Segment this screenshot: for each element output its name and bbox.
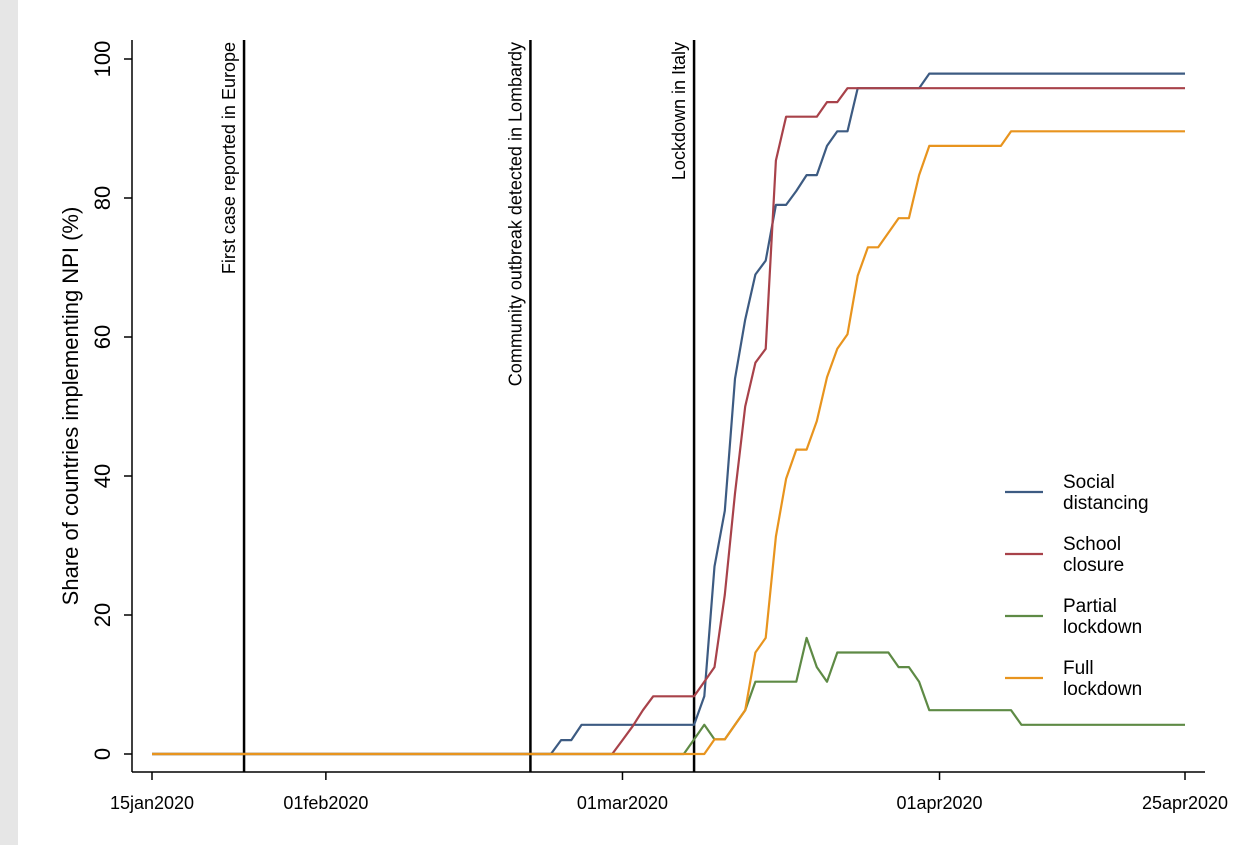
x-axis-ticks: 15jan2020 01feb2020 01mar2020 01apr2020 25ap… <box>110 772 1228 813</box>
x-tick-label: 15jan2020 <box>110 793 194 813</box>
legend-label: Partial lockdown <box>1063 596 1142 638</box>
y-tick-label: 0 <box>90 748 115 760</box>
event-label: First case reported in Europe <box>219 42 239 274</box>
plot-background <box>18 0 1238 845</box>
x-tick-label: 25apr2020 <box>1142 793 1228 813</box>
event-label: Lockdown in Italy <box>669 42 689 180</box>
series-lines <box>152 72 1185 756</box>
y-tick-label: 20 <box>90 603 115 627</box>
legend-label: School closure <box>1063 534 1124 576</box>
series-line <box>152 87 1185 756</box>
x-tick-label: 01apr2020 <box>896 793 982 813</box>
y-tick-label: 40 <box>90 464 115 488</box>
y-tick-label: 80 <box>90 186 115 210</box>
legend-label: Social distancing <box>1063 472 1149 514</box>
x-tick-label: 01mar2020 <box>577 793 668 813</box>
legend-label: Full lockdown <box>1063 658 1142 700</box>
series-line <box>152 636 1185 756</box>
x-tick-label: 01feb2020 <box>283 793 368 813</box>
y-axis-ticks: 0 20 40 60 80 100 <box>90 41 132 760</box>
event-lines: First case reported in Europe Community o… <box>219 40 696 772</box>
series-line <box>152 72 1185 756</box>
legend: Social distancing School closure Partial lock… <box>1005 472 1149 700</box>
series-line <box>152 130 1185 756</box>
y-tick-label: 60 <box>90 325 115 349</box>
event-label: Community outbreak detected in Lombardy <box>505 42 525 386</box>
y-axis-label: Share of countries implementing NPI (%) <box>58 207 83 606</box>
y-tick-label: 100 <box>90 41 115 78</box>
